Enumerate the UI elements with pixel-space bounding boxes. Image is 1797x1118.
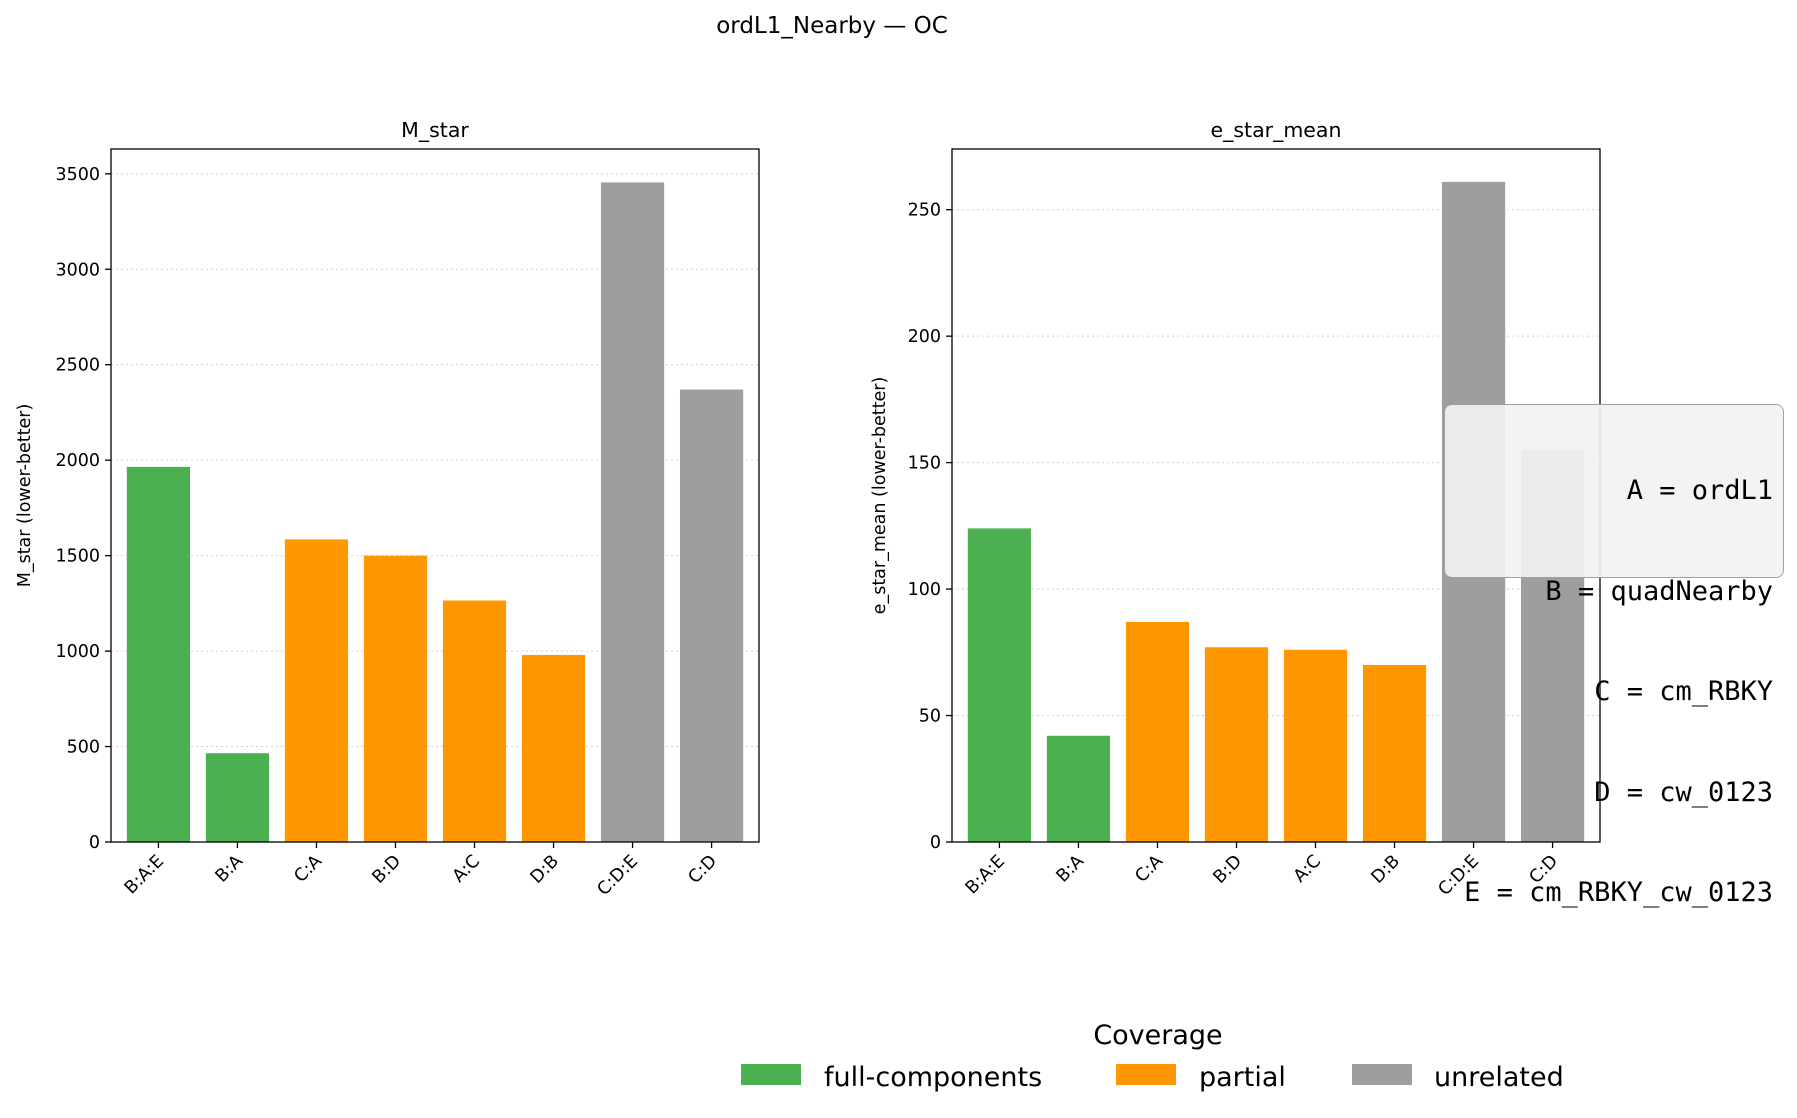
- x-tick-label: C:A: [1132, 851, 1167, 886]
- y-tick-label: 2500: [55, 356, 100, 376]
- bar-c-a: [1125, 621, 1190, 842]
- bar-c-d-e: [600, 182, 665, 843]
- y-tick-label: 250: [908, 201, 941, 221]
- y-tick-label: 200: [908, 327, 941, 347]
- x-tick-label: C:A: [291, 851, 326, 886]
- legend-label-partial: partial: [1199, 1062, 1286, 1093]
- y-tick-label: 3500: [55, 165, 100, 185]
- legend-label-full-components: full-components: [824, 1062, 1042, 1093]
- y-tick-label: 0: [930, 833, 941, 853]
- bar-a-c: [1283, 649, 1348, 842]
- figure-title: ordL1_Nearby — OC: [716, 13, 948, 39]
- x-tick-label: C:D:E: [594, 851, 642, 899]
- abbreviation-key: A = ordL1 B = quadNearby C = cm_RBKY D =…: [1444, 404, 1784, 908]
- bar-b-d: [1204, 647, 1269, 842]
- y-axis-label: M_star (lower-better): [15, 404, 35, 588]
- legend-swatch-full-components: [741, 1064, 801, 1085]
- x-tick-label: C:D: [685, 851, 721, 887]
- key-line-d: D = cw_0123: [1594, 776, 1773, 808]
- x-tick-label: D:B: [527, 851, 563, 887]
- bar-b-a: [1046, 735, 1111, 842]
- y-tick-label: 1000: [55, 642, 100, 662]
- x-tick-label: A:C: [449, 851, 484, 886]
- key-line-a: A = ordL1: [1626, 475, 1773, 506]
- y-tick-label: 150: [908, 454, 941, 474]
- x-tick-label: B:D: [1210, 851, 1246, 887]
- legend-swatch-partial: [1116, 1064, 1176, 1085]
- legend-label-unrelated: unrelated: [1434, 1062, 1564, 1093]
- bar-b-a-e: [967, 528, 1032, 842]
- y-tick-label: 500: [67, 738, 100, 758]
- y-tick-label: 3000: [55, 260, 100, 280]
- legend-swatch-unrelated: [1352, 1064, 1412, 1085]
- key-line-b: B = quadNearby: [1545, 575, 1773, 607]
- y-tick-label: 1500: [55, 547, 100, 567]
- x-tick-label: B:A: [212, 851, 247, 886]
- bar-a-c: [442, 600, 507, 842]
- x-tick-label: B:A:E: [121, 851, 168, 898]
- bar-b-a: [205, 753, 270, 842]
- bar-d-b: [1362, 664, 1427, 842]
- bar-b-d: [363, 555, 428, 842]
- key-line-c: C = cm_RBKY: [1594, 676, 1773, 707]
- key-line-e: E = cm_RBKY_cw_0123: [1464, 877, 1773, 908]
- bar-c-a: [284, 539, 349, 842]
- legend-title: Coverage: [1093, 1020, 1222, 1051]
- y-tick-label: 2000: [55, 451, 100, 471]
- y-tick-label: 100: [908, 580, 941, 600]
- axes-frame: [110, 148, 760, 843]
- chart-panel-m-star: 0 500 1000 1500 2000 2500 3000 3500 B:A:E B:A C:A B…: [15, 118, 760, 900]
- chart-title: e_star_mean: [1211, 118, 1342, 143]
- coverage-legend: Coverage full-components partial unrelat…: [741, 1020, 1564, 1093]
- y-tick-label: 0: [89, 833, 100, 853]
- y-axis-label: e_star_mean (lower-better): [870, 377, 890, 615]
- x-tick-label: D:B: [1368, 851, 1404, 887]
- bar-b-a-e: [126, 466, 191, 842]
- y-tick-label: 50: [919, 707, 941, 727]
- x-tick-label: B:A: [1053, 851, 1088, 886]
- bar-c-d: [679, 389, 744, 842]
- x-tick-label: A:C: [1290, 851, 1325, 886]
- chart-title: M_star: [401, 118, 469, 143]
- x-tick-label: B:A:E: [962, 851, 1009, 898]
- bar-d-b: [521, 654, 586, 842]
- x-tick-label: B:D: [369, 851, 405, 887]
